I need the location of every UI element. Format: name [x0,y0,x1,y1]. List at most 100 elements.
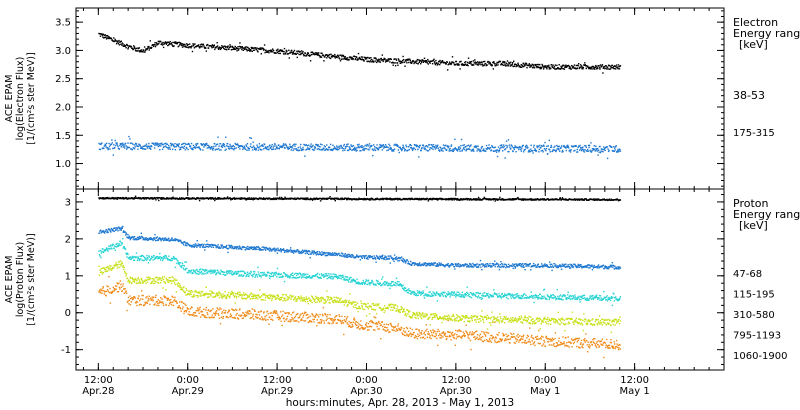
data-point [574,263,576,266]
data-point [468,199,471,201]
data-point [343,198,345,200]
data-point [445,144,447,146]
data-point [276,252,279,254]
data-point [520,150,522,152]
data-point [142,255,145,258]
data-point [222,144,224,146]
data-point [464,263,466,265]
data-point [327,254,329,257]
data-point [307,250,309,253]
data-point [128,237,130,239]
data-point [133,259,136,261]
legend-title-line: [keV] [739,38,768,51]
data-point [295,277,298,279]
data-point [337,146,339,148]
data-point [370,145,373,147]
data-point [521,147,523,150]
data-point [447,199,449,201]
data-point [163,237,166,240]
data-point [150,257,152,260]
data-point [526,265,528,267]
data-point [544,65,546,67]
data-point [99,148,102,151]
data-point [429,148,431,151]
data-point [126,237,129,239]
data-point [588,264,591,266]
data-point [522,198,524,200]
data-point [590,68,592,70]
data-point [169,240,171,242]
data-point [400,62,402,64]
data-point [343,55,345,58]
data-point [334,254,336,256]
data-point [413,262,415,265]
data-point [191,148,193,150]
data-point [197,142,199,145]
data-point [499,266,501,268]
data-point [579,146,582,149]
data-point [492,198,494,200]
data-point [133,45,135,47]
data-point [197,245,199,247]
data-point [215,145,217,147]
data-point [125,232,127,234]
data-point [278,198,280,200]
data-point [396,145,399,147]
data-point [240,247,242,249]
data-point [198,146,200,148]
data-point [593,66,595,69]
data-point [99,255,101,257]
data-point [327,198,329,200]
data-point [357,52,360,55]
data-point [488,63,490,65]
data-point [134,146,136,148]
data-point [603,267,605,270]
data-point [287,251,289,253]
data-point [493,263,495,265]
data-point [329,196,331,198]
data-point [123,44,125,46]
data-point [284,53,287,55]
data-point [455,198,457,200]
data-point [204,144,206,147]
data-point [444,266,446,268]
data-point [573,145,576,147]
data-point [252,248,254,251]
data-point [215,245,217,247]
data-point [311,198,313,200]
data-point [565,147,567,149]
data-point [186,44,188,47]
data-point [209,146,211,149]
data-point [584,149,586,151]
data-point [589,67,591,70]
data-point [579,144,581,147]
data-point [512,199,514,201]
data-point [542,144,545,146]
data-point [497,149,499,152]
data-point [160,257,162,259]
data-point [435,265,438,267]
data-point [481,199,484,201]
data-point [198,269,201,271]
data-point [350,256,352,258]
data-point [180,146,182,149]
data-point [327,253,329,255]
data-point [187,46,189,49]
data-point [418,59,420,61]
data-point [424,262,427,264]
data-point [148,237,150,239]
data-point [127,234,129,236]
data-point [249,49,252,51]
data-point [172,41,174,44]
data-point [401,61,403,64]
data-point [345,255,347,257]
data-point [288,147,290,150]
data-point [299,250,301,253]
data-point [226,145,228,147]
data-point [457,148,459,150]
data-point [264,248,266,250]
data-point [376,257,379,259]
data-point [135,144,137,146]
data-point [529,263,531,265]
data-point [117,145,119,148]
